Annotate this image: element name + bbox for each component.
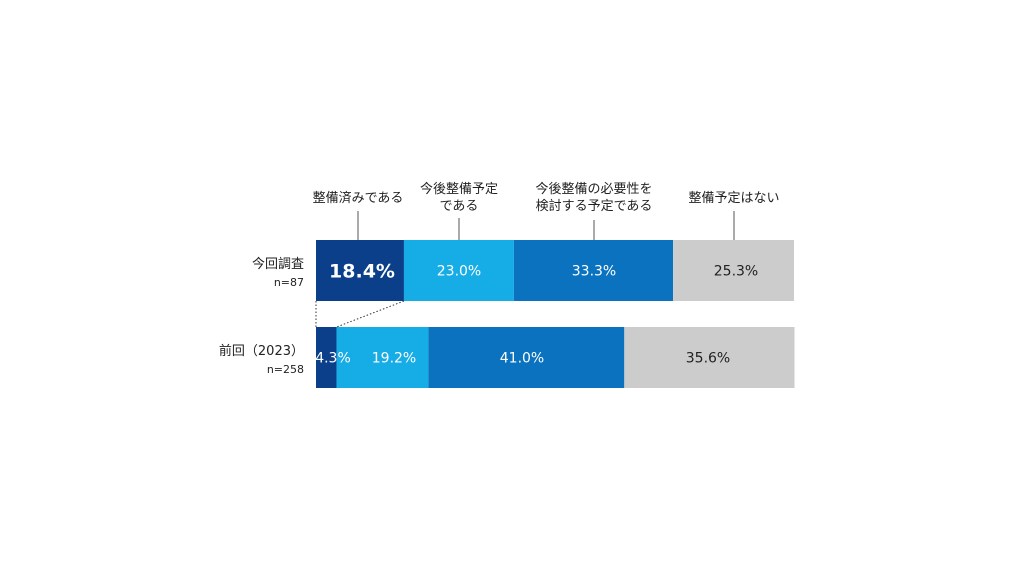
row-label: 前回（2023） [219, 343, 304, 359]
data-label: 19.2% [372, 351, 416, 367]
bar-segment [336, 327, 429, 388]
data-label: 18.4% [329, 261, 395, 283]
row-sample-size: n=258 [267, 363, 304, 376]
data-label: 25.3% [714, 264, 758, 280]
legend-label: 今後整備予定 [420, 181, 498, 197]
legend-label: 整備済みである [313, 190, 404, 206]
bar-segment [673, 240, 794, 301]
legend-label: 検討する予定である [536, 198, 653, 214]
data-label: 23.0% [437, 264, 481, 280]
bar-segment [403, 240, 514, 301]
row-sample-size: n=87 [274, 276, 304, 289]
bar-segment [316, 240, 404, 301]
legend-label: 今後整備の必要性を [535, 181, 652, 197]
row-label: 今回調査 [252, 256, 304, 272]
data-label: 41.0% [500, 351, 544, 367]
bar-segment [316, 327, 337, 388]
legend-label: 整備予定はない [688, 190, 779, 206]
data-label: 33.3% [572, 264, 616, 280]
bar-segment [428, 327, 625, 388]
data-label: 35.6% [686, 351, 730, 367]
legend-label: である [440, 199, 479, 214]
bar-segment [624, 327, 795, 388]
connector-line [336, 300, 405, 328]
data-label: 4.3% [315, 351, 351, 367]
bar-segment [513, 240, 674, 301]
